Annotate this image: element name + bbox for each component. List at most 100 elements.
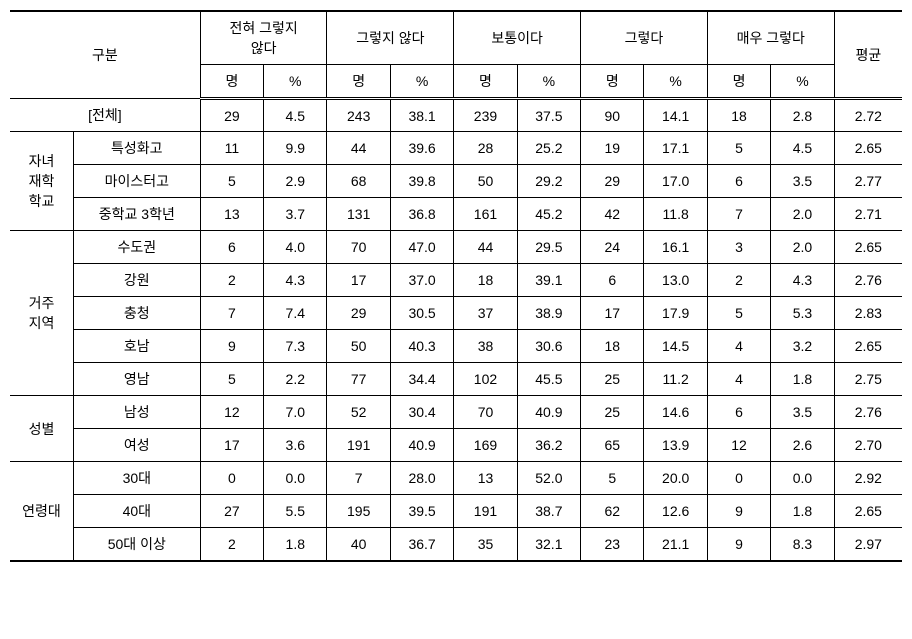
cell-value: 5 — [581, 462, 644, 495]
cell-value: 17 — [327, 264, 390, 297]
group-label: 거주 지역 — [10, 231, 73, 396]
cell-value: 17.0 — [644, 165, 707, 198]
cell-value: 5.5 — [264, 495, 327, 528]
row-label: 40대 — [73, 495, 200, 528]
header-scale4: 그렇다 — [581, 11, 708, 65]
group-label: 성별 — [10, 396, 73, 462]
cell-value: 37 — [454, 297, 517, 330]
cell-value: 11.2 — [644, 363, 707, 396]
row-label-total: [전체] — [10, 99, 200, 132]
cell-value: 8.3 — [771, 528, 834, 562]
cell-value: 28 — [454, 132, 517, 165]
header-scale3: 보통이다 — [454, 11, 581, 65]
table-row: 충청77.42930.53738.91717.955.32.83 — [10, 297, 902, 330]
cell-value: 40.9 — [390, 429, 453, 462]
cell-value: 17.9 — [644, 297, 707, 330]
cell-value: 62 — [581, 495, 644, 528]
table-row: 자녀 재학 학교특성화고119.94439.62825.21917.154.52… — [10, 132, 902, 165]
cell-avg: 2.76 — [834, 396, 902, 429]
row-label: 충청 — [73, 297, 200, 330]
cell-value: 68 — [327, 165, 390, 198]
row-label: 50대 이상 — [73, 528, 200, 562]
row-label: 마이스터고 — [73, 165, 200, 198]
cell-value: 2.8 — [771, 99, 834, 132]
header-scale1: 전혀 그렇지 않다 — [200, 11, 327, 65]
cell-value: 29.5 — [517, 231, 580, 264]
cell-value: 40.9 — [517, 396, 580, 429]
cell-value: 7 — [327, 462, 390, 495]
cell-value: 5 — [707, 297, 770, 330]
cell-value: 191 — [454, 495, 517, 528]
cell-value: 4 — [707, 330, 770, 363]
cell-value: 3.5 — [771, 165, 834, 198]
cell-value: 21.1 — [644, 528, 707, 562]
cell-value: 34.4 — [390, 363, 453, 396]
row-label: 중학교 3학년 — [73, 198, 200, 231]
cell-value: 0 — [200, 462, 263, 495]
cell-value: 191 — [327, 429, 390, 462]
cell-value: 29 — [200, 99, 263, 132]
cell-value: 44 — [454, 231, 517, 264]
cell-value: 17 — [581, 297, 644, 330]
survey-table: 구분 전혀 그렇지 않다 그렇지 않다 보통이다 그렇다 매우 그렇다 평균 명… — [10, 10, 902, 562]
cell-value: 9 — [707, 528, 770, 562]
cell-value: 45.5 — [517, 363, 580, 396]
cell-value: 90 — [581, 99, 644, 132]
cell-value: 42 — [581, 198, 644, 231]
row-label: 여성 — [73, 429, 200, 462]
cell-value: 243 — [327, 99, 390, 132]
cell-avg: 2.77 — [834, 165, 902, 198]
header-avg: 평균 — [834, 11, 902, 99]
cell-value: 14.1 — [644, 99, 707, 132]
cell-value: 3.2 — [771, 330, 834, 363]
cell-value: 12 — [707, 429, 770, 462]
cell-value: 29.2 — [517, 165, 580, 198]
cell-value: 3.5 — [771, 396, 834, 429]
cell-value: 13.9 — [644, 429, 707, 462]
cell-value: 50 — [327, 330, 390, 363]
cell-value: 18 — [454, 264, 517, 297]
table-row: 연령대30대00.0728.01352.0520.000.02.92 — [10, 462, 902, 495]
group-label: 연령대 — [10, 462, 73, 562]
cell-value: 18 — [581, 330, 644, 363]
cell-value: 131 — [327, 198, 390, 231]
table-row: 영남52.27734.410245.52511.241.82.75 — [10, 363, 902, 396]
table-row: 50대 이상21.84036.73532.12321.198.32.97 — [10, 528, 902, 562]
header-count: 명 — [707, 65, 770, 99]
cell-value: 3.7 — [264, 198, 327, 231]
table-body: [전체] 294.524338.123937.59014.1182.82.72 … — [10, 99, 902, 562]
cell-value: 6 — [707, 165, 770, 198]
header-count: 명 — [200, 65, 263, 99]
cell-value: 3.6 — [264, 429, 327, 462]
cell-avg: 2.65 — [834, 495, 902, 528]
header-scale5: 매우 그렇다 — [707, 11, 834, 65]
cell-value: 39.8 — [390, 165, 453, 198]
cell-value: 11.8 — [644, 198, 707, 231]
cell-value: 52.0 — [517, 462, 580, 495]
row-label: 특성화고 — [73, 132, 200, 165]
cell-value: 28.0 — [390, 462, 453, 495]
cell-value: 29 — [327, 297, 390, 330]
header-pct: % — [517, 65, 580, 99]
table-row-total: [전체] 294.524338.123937.59014.1182.82.72 — [10, 99, 902, 132]
cell-avg: 2.75 — [834, 363, 902, 396]
cell-value: 161 — [454, 198, 517, 231]
cell-value: 29 — [581, 165, 644, 198]
cell-value: 5.3 — [771, 297, 834, 330]
header-pct: % — [644, 65, 707, 99]
cell-value: 2.9 — [264, 165, 327, 198]
row-label: 남성 — [73, 396, 200, 429]
cell-value: 30.4 — [390, 396, 453, 429]
cell-value: 4.3 — [771, 264, 834, 297]
header-count: 명 — [454, 65, 517, 99]
cell-value: 3 — [707, 231, 770, 264]
cell-value: 9 — [707, 495, 770, 528]
header-category: 구분 — [10, 11, 200, 99]
cell-avg: 2.83 — [834, 297, 902, 330]
table-row: 거주 지역수도권64.07047.04429.52416.132.02.65 — [10, 231, 902, 264]
table-row: 호남97.35040.33830.61814.543.22.65 — [10, 330, 902, 363]
cell-value: 13 — [454, 462, 517, 495]
cell-value: 0.0 — [771, 462, 834, 495]
cell-value: 39.6 — [390, 132, 453, 165]
header-pct: % — [771, 65, 834, 99]
